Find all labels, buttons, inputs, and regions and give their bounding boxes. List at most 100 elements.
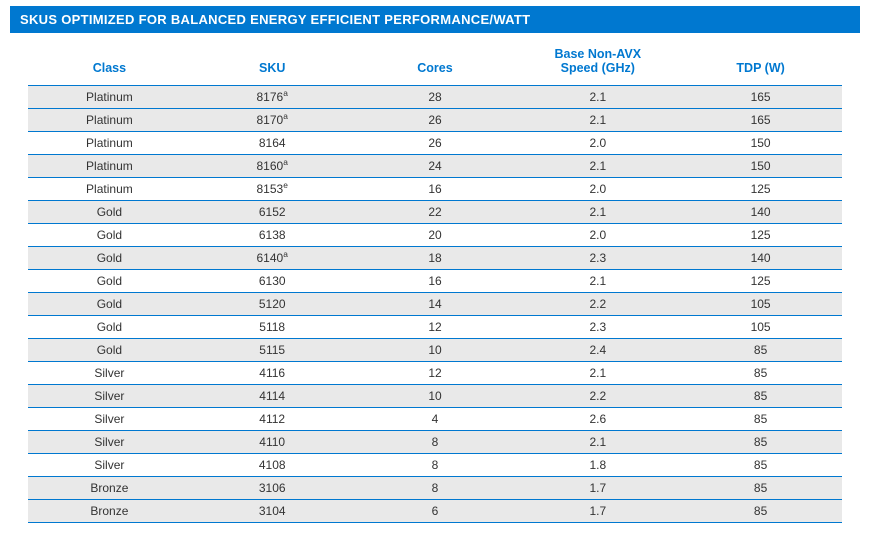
cell-speed: 2.3 [516, 316, 679, 339]
table-row: Gold6140a182.3140 [28, 247, 842, 270]
cell-cores: 12 [354, 316, 517, 339]
page-wrap: SKUS OPTIMIZED FOR BALANCED ENERGY EFFIC… [0, 0, 870, 537]
cell-cores: 22 [354, 201, 517, 224]
cell-sku: 5118 [191, 316, 354, 339]
cell-sku: 8153e [191, 178, 354, 201]
table-row: Platinum8153e162.0125 [28, 178, 842, 201]
cell-tdp: 150 [679, 132, 842, 155]
cell-sku: 6152 [191, 201, 354, 224]
table-row: Gold5120142.2105 [28, 293, 842, 316]
cell-speed: 2.1 [516, 431, 679, 454]
table-row: Silver4114102.285 [28, 385, 842, 408]
cell-sku: 8176a [191, 86, 354, 109]
cell-speed: 2.1 [516, 201, 679, 224]
cell-sku-value: 8170 [257, 113, 284, 127]
cell-tdp: 125 [679, 224, 842, 247]
cell-sku-value: 5120 [259, 297, 286, 311]
cell-cores: 8 [354, 454, 517, 477]
cell-sku-value: 8176 [257, 90, 284, 104]
cell-sku-sup: a [283, 88, 288, 98]
cell-sku-sup: a [283, 157, 288, 167]
cell-class: Gold [28, 316, 191, 339]
cell-sku-value: 6140 [257, 251, 284, 265]
cell-tdp: 105 [679, 293, 842, 316]
cell-speed: 2.0 [516, 224, 679, 247]
cell-tdp: 105 [679, 316, 842, 339]
table-row: Silver410881.885 [28, 454, 842, 477]
cell-speed: 2.0 [516, 178, 679, 201]
cell-class: Silver [28, 385, 191, 408]
cell-class: Gold [28, 270, 191, 293]
table-row: Gold5118122.3105 [28, 316, 842, 339]
cell-cores: 20 [354, 224, 517, 247]
cell-cores: 12 [354, 362, 517, 385]
cell-sku-value: 4110 [259, 435, 285, 449]
cell-class: Gold [28, 339, 191, 362]
header-speed-line1: Base Non-AVX [554, 47, 641, 61]
cell-sku-value: 8153 [257, 182, 284, 196]
header-class: Class [28, 41, 191, 86]
cell-sku: 4114 [191, 385, 354, 408]
cell-sku-sup: a [283, 111, 288, 121]
cell-tdp: 150 [679, 155, 842, 178]
cell-cores: 26 [354, 132, 517, 155]
cell-cores: 24 [354, 155, 517, 178]
cell-sku-value: 4114 [259, 389, 285, 403]
table-row: Platinum8164262.0150 [28, 132, 842, 155]
cell-cores: 10 [354, 339, 517, 362]
header-tdp: TDP (W) [679, 41, 842, 86]
cell-sku: 5120 [191, 293, 354, 316]
cell-class: Platinum [28, 86, 191, 109]
cell-cores: 8 [354, 431, 517, 454]
header-cores: Cores [354, 41, 517, 86]
table-row: Silver411242.685 [28, 408, 842, 431]
cell-speed: 2.2 [516, 385, 679, 408]
table-row: Silver411082.185 [28, 431, 842, 454]
cell-sku-value: 8160 [257, 159, 284, 173]
table-row: Gold6152222.1140 [28, 201, 842, 224]
cell-cores: 8 [354, 477, 517, 500]
cell-tdp: 125 [679, 178, 842, 201]
cell-sku-sup: e [283, 180, 288, 190]
cell-sku-value: 5115 [259, 343, 285, 357]
cell-tdp: 85 [679, 408, 842, 431]
cell-sku: 4112 [191, 408, 354, 431]
cell-sku-value: 4108 [259, 458, 286, 472]
cell-speed: 2.1 [516, 155, 679, 178]
cell-speed: 1.8 [516, 454, 679, 477]
cell-class: Platinum [28, 109, 191, 132]
cell-class: Bronze [28, 500, 191, 523]
header-speed: Base Non-AVX Speed (GHz) [516, 41, 679, 86]
cell-sku-value: 6138 [259, 228, 286, 242]
table-head: Class SKU Cores Base Non-AVX Speed (GHz)… [28, 41, 842, 86]
cell-class: Bronze [28, 477, 191, 500]
cell-class: Platinum [28, 155, 191, 178]
cell-class: Platinum [28, 178, 191, 201]
table-row: Gold6130162.1125 [28, 270, 842, 293]
cell-speed: 2.3 [516, 247, 679, 270]
cell-class: Silver [28, 362, 191, 385]
cell-class: Gold [28, 293, 191, 316]
cell-sku-sup: a [283, 249, 288, 259]
table-row: Platinum8170a262.1165 [28, 109, 842, 132]
cell-cores: 18 [354, 247, 517, 270]
cell-tdp: 85 [679, 339, 842, 362]
cell-cores: 10 [354, 385, 517, 408]
title-text: SKUS OPTIMIZED FOR BALANCED ENERGY EFFIC… [20, 12, 530, 27]
header-row: Class SKU Cores Base Non-AVX Speed (GHz)… [28, 41, 842, 86]
table-row: Gold5115102.485 [28, 339, 842, 362]
table-wrap: Class SKU Cores Base Non-AVX Speed (GHz)… [10, 33, 860, 527]
cell-cores: 28 [354, 86, 517, 109]
cell-tdp: 140 [679, 247, 842, 270]
cell-class: Platinum [28, 132, 191, 155]
cell-tdp: 85 [679, 431, 842, 454]
cell-class: Gold [28, 201, 191, 224]
cell-tdp: 85 [679, 362, 842, 385]
cell-sku: 6138 [191, 224, 354, 247]
cell-sku: 3106 [191, 477, 354, 500]
cell-tdp: 85 [679, 477, 842, 500]
cell-class: Silver [28, 454, 191, 477]
header-speed-line2: Speed (GHz) [561, 61, 635, 75]
table-row: Gold 6138 202.0125 [28, 224, 842, 247]
cell-class: Gold [28, 224, 191, 247]
